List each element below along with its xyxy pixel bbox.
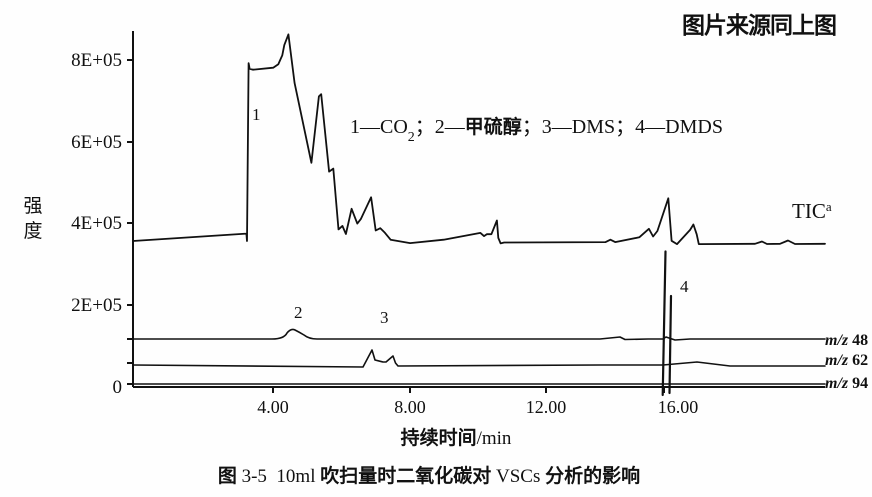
svg-text:6E+05: 6E+05 bbox=[71, 132, 122, 153]
svg-text:持续时间/min: 持续时间/min bbox=[401, 426, 512, 449]
svg-text:2E+05: 2E+05 bbox=[71, 295, 122, 316]
svg-text:m/z 48: m/z 48 bbox=[825, 332, 868, 349]
svg-text:4E+05: 4E+05 bbox=[71, 213, 122, 234]
svg-text:0: 0 bbox=[113, 377, 123, 398]
svg-text:12.00: 12.00 bbox=[526, 397, 567, 417]
svg-text:8E+05: 8E+05 bbox=[71, 50, 122, 71]
svg-text:强: 强 bbox=[23, 196, 42, 217]
svg-text:图片来源同上图: 图片来源同上图 bbox=[682, 12, 836, 38]
svg-text:1: 1 bbox=[252, 105, 261, 124]
svg-text:图 3-5 10ml 吹扫量时二氧化碳对 VSCs 分析的: 图 3-5 10ml 吹扫量时二氧化碳对 VSCs 分析的影响 bbox=[218, 464, 640, 487]
svg-text:m/z 62: m/z 62 bbox=[825, 352, 868, 369]
svg-text:度: 度 bbox=[23, 220, 42, 242]
svg-text:2: 2 bbox=[294, 303, 303, 322]
svg-text:4: 4 bbox=[680, 277, 689, 296]
svg-text:8.00: 8.00 bbox=[394, 397, 426, 417]
svg-text:16.00: 16.00 bbox=[658, 397, 699, 417]
svg-text:m/z 94: m/z 94 bbox=[825, 375, 868, 392]
svg-text:4.00: 4.00 bbox=[257, 397, 289, 417]
svg-text:3: 3 bbox=[380, 308, 389, 327]
